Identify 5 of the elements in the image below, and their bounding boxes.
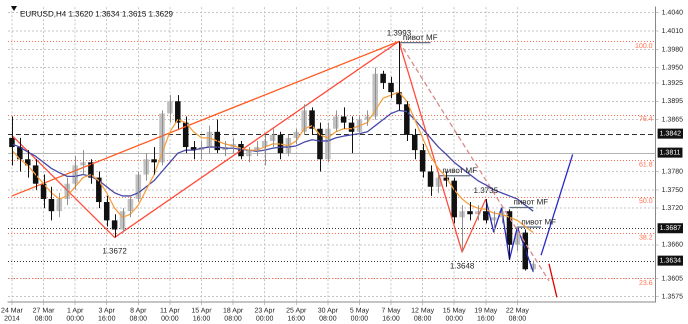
chart-title: EURUSD,H4 1.3620 1.3634 1.3615 1.3629	[20, 9, 174, 18]
data-label: 1.3735	[474, 186, 499, 196]
data-label: 1.3672	[102, 246, 128, 256]
series-label: пивот MF	[442, 166, 478, 175]
data-label: 1.3648	[450, 261, 475, 270]
